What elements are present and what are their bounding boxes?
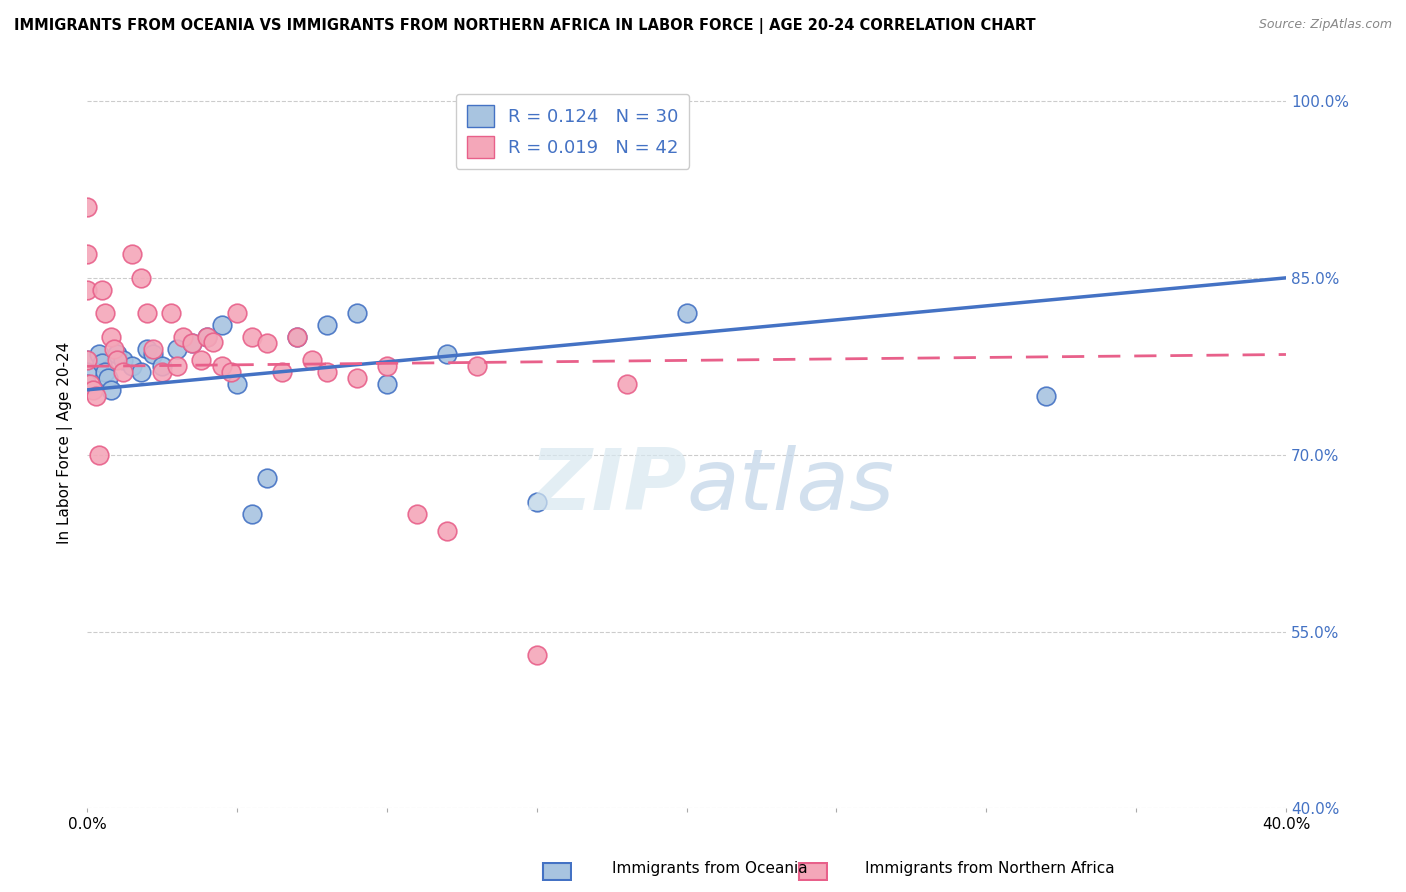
Point — [129, 270, 152, 285]
Text: Immigrants from Oceania: Immigrants from Oceania — [612, 861, 807, 876]
Point — [301, 353, 323, 368]
Point — [201, 334, 224, 349]
Point — [256, 335, 278, 350]
Point — [136, 342, 159, 356]
Point — [76, 353, 98, 368]
Text: ZIP: ZIP — [529, 445, 686, 528]
Point — [240, 330, 263, 344]
Point — [285, 330, 308, 344]
Point — [346, 371, 368, 385]
Point — [346, 306, 368, 320]
Point — [226, 306, 249, 320]
Point — [76, 365, 98, 379]
Point — [436, 524, 458, 539]
Point — [121, 359, 143, 374]
Point — [160, 306, 183, 320]
Point — [315, 365, 337, 379]
Point — [79, 376, 101, 391]
Point — [76, 247, 98, 261]
Point — [76, 353, 98, 368]
FancyBboxPatch shape — [799, 863, 827, 880]
Point — [87, 347, 110, 361]
Text: IMMIGRANTS FROM OCEANIA VS IMMIGRANTS FROM NORTHERN AFRICA IN LABOR FORCE | AGE : IMMIGRANTS FROM OCEANIA VS IMMIGRANTS FR… — [14, 18, 1036, 34]
Point — [121, 247, 143, 261]
Point — [240, 507, 263, 521]
FancyBboxPatch shape — [543, 863, 571, 880]
Point — [270, 365, 292, 379]
Point — [675, 306, 697, 320]
Point — [100, 383, 122, 397]
Point — [84, 389, 107, 403]
Text: Immigrants from Northern Africa: Immigrants from Northern Africa — [865, 861, 1115, 876]
Point — [103, 342, 125, 356]
Point — [76, 376, 98, 391]
Point — [136, 306, 159, 320]
Point — [375, 359, 398, 374]
Point — [436, 347, 458, 361]
Point — [526, 648, 548, 662]
Point — [82, 383, 104, 397]
Point — [226, 376, 249, 391]
Point — [76, 200, 98, 214]
Point — [166, 359, 188, 374]
Point — [87, 448, 110, 462]
Point — [94, 306, 117, 320]
Point — [142, 342, 165, 356]
Point — [616, 376, 638, 391]
Point — [91, 356, 114, 370]
Point — [112, 353, 135, 368]
Point — [195, 330, 218, 344]
Point — [285, 330, 308, 344]
Point — [91, 283, 114, 297]
Point — [129, 365, 152, 379]
Text: Source: ZipAtlas.com: Source: ZipAtlas.com — [1258, 18, 1392, 31]
Point — [219, 365, 242, 379]
Point — [150, 359, 173, 374]
Point — [195, 330, 218, 344]
Point — [256, 471, 278, 485]
Point — [526, 495, 548, 509]
Point — [315, 318, 337, 332]
Y-axis label: In Labor Force | Age 20-24: In Labor Force | Age 20-24 — [58, 342, 73, 544]
Point — [405, 507, 427, 521]
Legend: R = 0.124   N = 30, R = 0.019   N = 42: R = 0.124 N = 30, R = 0.019 N = 42 — [456, 94, 689, 169]
Point — [94, 365, 117, 379]
Point — [1035, 389, 1057, 403]
Point — [375, 376, 398, 391]
Point — [76, 283, 98, 297]
Point — [190, 353, 212, 368]
Point — [181, 335, 204, 350]
Point — [172, 330, 194, 344]
Point — [97, 371, 120, 385]
Point — [211, 359, 233, 374]
Point — [105, 347, 128, 361]
Point — [181, 335, 204, 350]
Text: atlas: atlas — [686, 445, 894, 528]
Point — [105, 353, 128, 368]
Point — [166, 342, 188, 356]
Point — [150, 365, 173, 379]
Point — [211, 318, 233, 332]
Point — [100, 330, 122, 344]
Point — [112, 365, 135, 379]
Point — [142, 347, 165, 361]
Point — [465, 359, 488, 374]
